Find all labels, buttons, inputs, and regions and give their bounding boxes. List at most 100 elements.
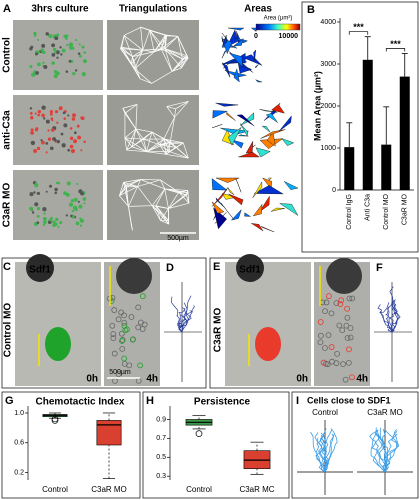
cell-dot: [65, 37, 68, 40]
panel-frame: [1, 257, 207, 389]
triangulation-edge: [169, 117, 175, 142]
chart-title: Chemotactic Index: [36, 397, 125, 408]
cell-dot: [53, 47, 57, 52]
cell-dot: [70, 199, 75, 203]
triangulation-edge: [168, 194, 187, 209]
cell-dot: [33, 149, 38, 153]
cell-dot: [77, 52, 81, 55]
migrating-cell: [338, 297, 345, 304]
bar: [362, 59, 373, 190]
stain-label: Sdf1: [239, 265, 261, 276]
area-triangle: [244, 212, 252, 217]
cell-dot: [62, 111, 66, 115]
cell-track: [391, 299, 399, 333]
area-triangle: [226, 111, 236, 121]
cell-dot: [73, 197, 78, 202]
triangulation-edge: [126, 128, 137, 151]
y-tick-label: 1000: [320, 145, 336, 152]
colorbar-label: Area (µm²): [264, 16, 293, 22]
cell-dot: [83, 51, 86, 54]
cell-dot: [81, 45, 85, 49]
migrating-cell: [344, 305, 351, 312]
group-label: C3aR MO: [367, 408, 403, 417]
y-tick-label: 0.7: [156, 435, 166, 442]
outlier: [195, 430, 203, 437]
cell-track: [177, 305, 195, 333]
cell-dot: [52, 223, 56, 228]
area-triangle: [280, 138, 295, 146]
migrating-cell: [111, 307, 118, 313]
triangulation-edge: [164, 36, 179, 49]
colorbar: [255, 23, 301, 31]
cell-dot: [67, 114, 70, 117]
triangulation-edge: [124, 137, 133, 147]
triangulation-edge: [135, 104, 138, 130]
cell-dot: [48, 33, 53, 39]
triangulation-edge: [175, 147, 189, 159]
y-tick-label: 1.0: [14, 410, 24, 417]
cell-dot: [73, 139, 78, 144]
y-tick-label: 3000: [320, 61, 336, 68]
cell-dot: [29, 107, 33, 110]
cell-dot: [65, 214, 68, 217]
cell-dot: [36, 214, 40, 218]
triangulation-edge: [164, 35, 168, 49]
triangulation-edge: [124, 137, 147, 153]
cell-dot: [31, 211, 35, 214]
triangulation-edge: [140, 179, 165, 190]
x-tick-label: C3aR MO: [91, 485, 127, 494]
migrating-cell: [328, 344, 335, 350]
cell-dot: [66, 181, 71, 186]
row-label: Control MO: [3, 303, 14, 358]
triangulation-edge: [135, 128, 153, 133]
cell-dot: [43, 220, 47, 224]
area-triangle: [270, 207, 285, 212]
triangulation-edge: [168, 192, 180, 209]
triangulation-edge: [165, 147, 177, 155]
cell-dot: [54, 36, 59, 41]
migrating-cell: [317, 319, 324, 325]
cell-dot: [56, 139, 60, 144]
y-axis-label: Mean Area (µm²): [312, 71, 322, 141]
triangulation-edge: [120, 48, 143, 51]
explant: [255, 327, 281, 361]
cell-dot: [30, 128, 34, 132]
area-triangle: [215, 177, 240, 183]
cell-dot: [83, 202, 86, 205]
y-tick-label: 0: [332, 187, 336, 194]
triangulation-edge: [143, 139, 147, 152]
migrating-cell: [121, 355, 128, 362]
panel-letter: A: [3, 3, 11, 15]
cell-dot: [77, 135, 81, 140]
column-header: Triangulations: [119, 4, 188, 15]
triangulation-edge: [131, 146, 147, 153]
area-triangle: [279, 203, 299, 216]
migrating-cell: [128, 314, 135, 320]
cell-dot: [75, 221, 80, 226]
triangulation-edge: [123, 26, 141, 36]
row-label: Control: [2, 37, 13, 73]
cell-dot: [68, 59, 72, 63]
triangulation-edge: [181, 55, 188, 69]
y-tick-label: 0.3: [156, 473, 166, 480]
triangulation-edge: [132, 49, 143, 57]
cell-dot: [61, 48, 66, 53]
area-triangle: [245, 141, 254, 154]
triangulation-edge: [123, 182, 129, 207]
triangulation-edge: [174, 108, 176, 118]
area-triangle: [242, 54, 263, 66]
x-tick-label: C3aR MO: [402, 193, 409, 225]
cell-dot: [54, 187, 58, 192]
migrating-cell: [115, 316, 122, 323]
triangulation-edge: [185, 195, 190, 204]
cell-dot: [72, 72, 76, 76]
cell-dot: [30, 116, 34, 120]
area-triangle: [240, 123, 249, 137]
time-label: 0h: [296, 374, 308, 385]
triangulation-edge: [120, 48, 133, 57]
cell-track: [385, 306, 393, 333]
significance-label: ***: [353, 22, 364, 32]
migrating-cell: [340, 361, 346, 368]
cell-dot: [41, 140, 45, 145]
cell-dot: [36, 146, 41, 151]
